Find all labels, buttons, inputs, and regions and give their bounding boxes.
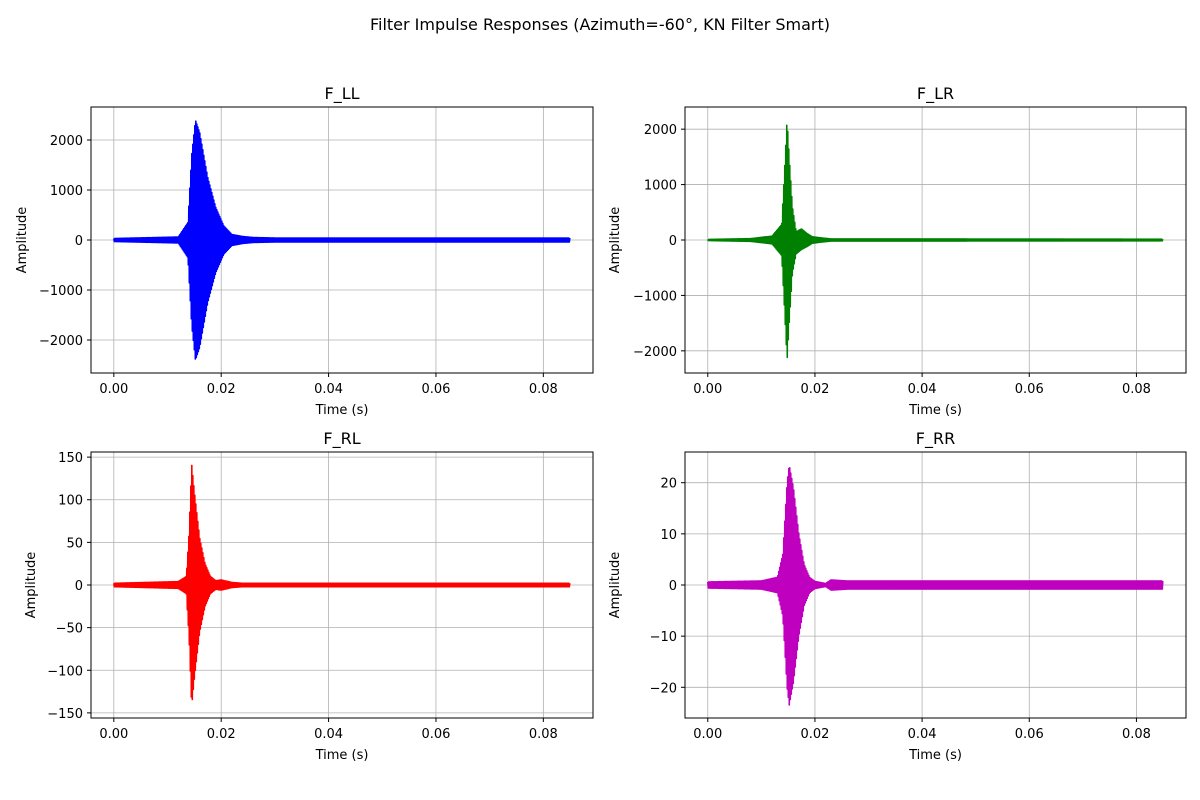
x-tick-label: 0.04 xyxy=(314,382,343,397)
subplot-rl: 0.00 0.02 0.04 0.06 0.08 −150 −100 −50 0 50 100 150… xyxy=(24,429,594,763)
x-tick-label: 0.04 xyxy=(908,382,937,397)
signal-trace-rr xyxy=(706,466,1164,706)
subplot-ll: 0.00 0.02 0.04 0.06 0.08 −2000 −1000 0 1000 2000 F… xyxy=(15,84,594,418)
subplot-title: F_LL xyxy=(324,84,359,104)
x-tick-label: 0.08 xyxy=(529,727,558,742)
y-axis-label: Amplitude xyxy=(608,552,623,619)
y-tick-label: 1000 xyxy=(50,184,83,199)
subplot-title: F_RL xyxy=(323,429,360,449)
x-tick-label: 0.02 xyxy=(800,382,829,397)
y-tick-label: 0 xyxy=(669,234,677,249)
x-tick-label: 0.00 xyxy=(693,727,722,742)
y-tick-label: −10 xyxy=(650,630,677,645)
y-tick-label: 0 xyxy=(75,234,83,249)
x-tick-label: 0.02 xyxy=(207,727,236,742)
subplot-title: F_RR xyxy=(916,429,955,449)
x-tick-label: 0.08 xyxy=(529,382,558,397)
y-tick-label: 2000 xyxy=(644,123,677,138)
signal-trace-rl xyxy=(113,464,571,701)
x-tick-label: 0.00 xyxy=(693,382,722,397)
signal-trace-ll xyxy=(113,120,571,360)
x-axis-label: Time (s) xyxy=(908,748,962,763)
x-axis-label: Time (s) xyxy=(315,403,369,418)
x-tick-label: 0.02 xyxy=(207,382,236,397)
x-tick-label: 0.08 xyxy=(1122,727,1151,742)
y-axis-label: Amplitude xyxy=(15,207,30,274)
y-tick-label: 1000 xyxy=(644,179,677,194)
y-tick-label: 10 xyxy=(660,528,677,543)
x-tick-label: 0.06 xyxy=(421,727,450,742)
y-tick-label: 50 xyxy=(66,536,83,551)
y-tick-label: −50 xyxy=(56,622,83,637)
y-tick-label: 100 xyxy=(58,494,83,509)
figure-title: Filter Impulse Responses (Azimuth=-60°, … xyxy=(370,15,830,34)
y-axis-label: Amplitude xyxy=(24,552,39,619)
y-tick-label: −2000 xyxy=(39,334,83,349)
x-tick-label: 0.02 xyxy=(800,727,829,742)
y-axis-label: Amplitude xyxy=(608,207,623,274)
y-tick-label: −20 xyxy=(650,681,677,696)
y-tick-label: −1000 xyxy=(39,284,83,299)
x-tick-label: 0.04 xyxy=(908,727,937,742)
signal-trace-lr xyxy=(707,124,1164,359)
x-tick-label: 0.00 xyxy=(99,727,128,742)
y-tick-label: 20 xyxy=(660,477,677,492)
subplot-rr: 0.00 0.02 0.04 0.06 0.08 −20 −10 0 10 20 F_RR Time … xyxy=(608,429,1187,763)
subplots: 0.00 0.02 0.04 0.06 0.08−2000−1000010002000F… xyxy=(15,84,1187,763)
subplot-title: F_LR xyxy=(917,84,954,104)
y-tick-label: 0 xyxy=(75,579,83,594)
y-tick-label: 0 xyxy=(669,579,677,594)
x-tick-label: 0.06 xyxy=(1015,382,1044,397)
x-tick-label: 0.06 xyxy=(421,382,450,397)
y-tick-label: −100 xyxy=(47,664,83,679)
signal-baseline-lr xyxy=(707,238,1163,244)
x-tick-label: 0.06 xyxy=(1015,727,1044,742)
x-tick-label: 0.04 xyxy=(314,727,343,742)
y-tick-label: −1000 xyxy=(633,289,677,304)
x-tick-label: 0.08 xyxy=(1122,382,1151,397)
y-tick-label: −150 xyxy=(47,707,83,722)
x-axis-label: Time (s) xyxy=(908,403,962,418)
subplot-lr: 0.00 0.02 0.04 0.06 0.08 −2000 −1000 0 1000 2000 F… xyxy=(608,84,1187,418)
x-axis-label: Time (s) xyxy=(315,748,369,763)
y-tick-label: 150 xyxy=(58,451,83,466)
x-tick-label: 0.00 xyxy=(99,382,128,397)
y-tick-label: −2000 xyxy=(633,345,677,360)
y-tick-label: 2000 xyxy=(50,134,83,149)
